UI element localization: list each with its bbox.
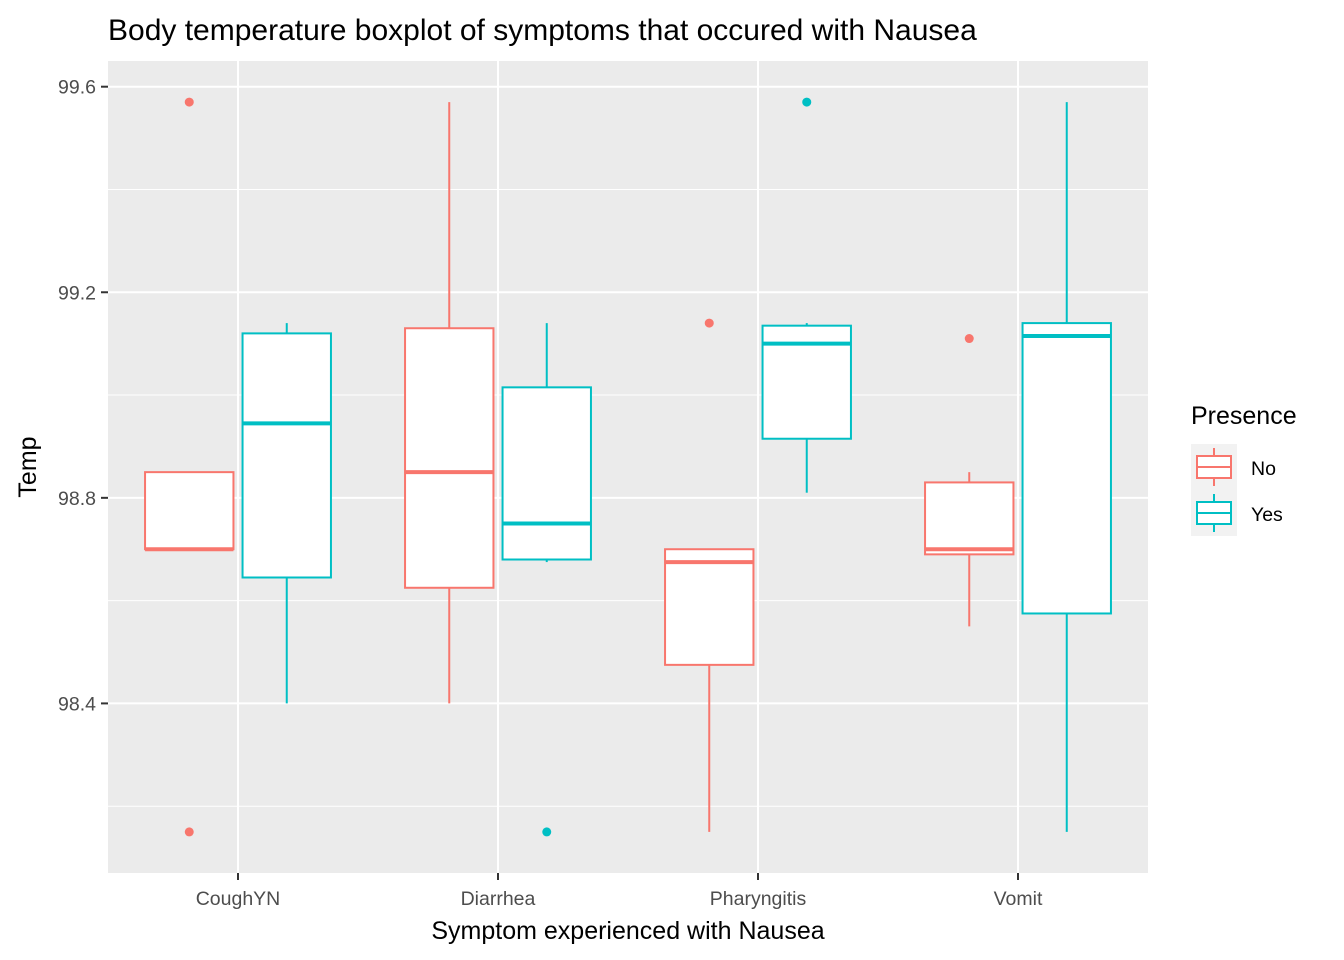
x-tick-label: CoughYN [196, 888, 281, 910]
box-body [924, 481, 1015, 556]
y-tick-label: 99.2 [58, 282, 96, 304]
outlier-point [542, 827, 552, 837]
outlier-point [704, 318, 714, 328]
x-axis: CoughYN Diarrhea Pharyngitis Vomit [196, 873, 1043, 910]
box-body [1021, 322, 1112, 615]
box-vomit-yes [1021, 102, 1112, 832]
y-axis: 98.4 98.8 99.2 99.6 [58, 77, 108, 715]
boxes [144, 97, 1112, 837]
major-gridlines [108, 61, 1148, 873]
x-tick-label: Diarrhea [461, 888, 536, 910]
box-body [241, 332, 332, 579]
legend-label: Yes [1251, 504, 1283, 526]
legend-keys: No Yes [1191, 444, 1283, 536]
x-axis-title: Symptom experienced with Nausea [431, 917, 824, 945]
y-tick-label: 99.6 [58, 77, 96, 99]
box-pharyngitis-yes [761, 97, 852, 493]
outlier-point [964, 334, 974, 344]
box-coughyn-no [144, 97, 235, 837]
y-tick-label: 98.4 [58, 693, 96, 715]
box-vomit-no [924, 334, 1015, 627]
legend-key-yes: Yes [1191, 490, 1283, 536]
box-body [664, 548, 755, 666]
box-body [404, 327, 495, 589]
outlier-point [802, 97, 812, 107]
outlier-point [184, 97, 194, 107]
box-diarrhea-yes [501, 323, 592, 837]
x-tick-label: Pharyngitis [710, 888, 807, 910]
box-pharyngitis-no [664, 318, 755, 832]
y-tick-label: 98.8 [58, 488, 96, 510]
legend: Presence No Yes [1191, 402, 1297, 536]
outlier-point [184, 827, 194, 837]
box-coughyn-yes [241, 323, 332, 704]
box-body [144, 471, 235, 551]
box-body [501, 386, 592, 561]
y-axis-title: Temp [14, 436, 42, 497]
legend-label: No [1251, 458, 1276, 480]
chart-title: Body temperature boxplot of symptoms tha… [108, 14, 977, 47]
legend-title: Presence [1191, 402, 1297, 430]
x-tick-label: Vomit [994, 888, 1043, 910]
legend-key-no: No [1191, 444, 1276, 490]
box-diarrhea-no [404, 102, 495, 704]
